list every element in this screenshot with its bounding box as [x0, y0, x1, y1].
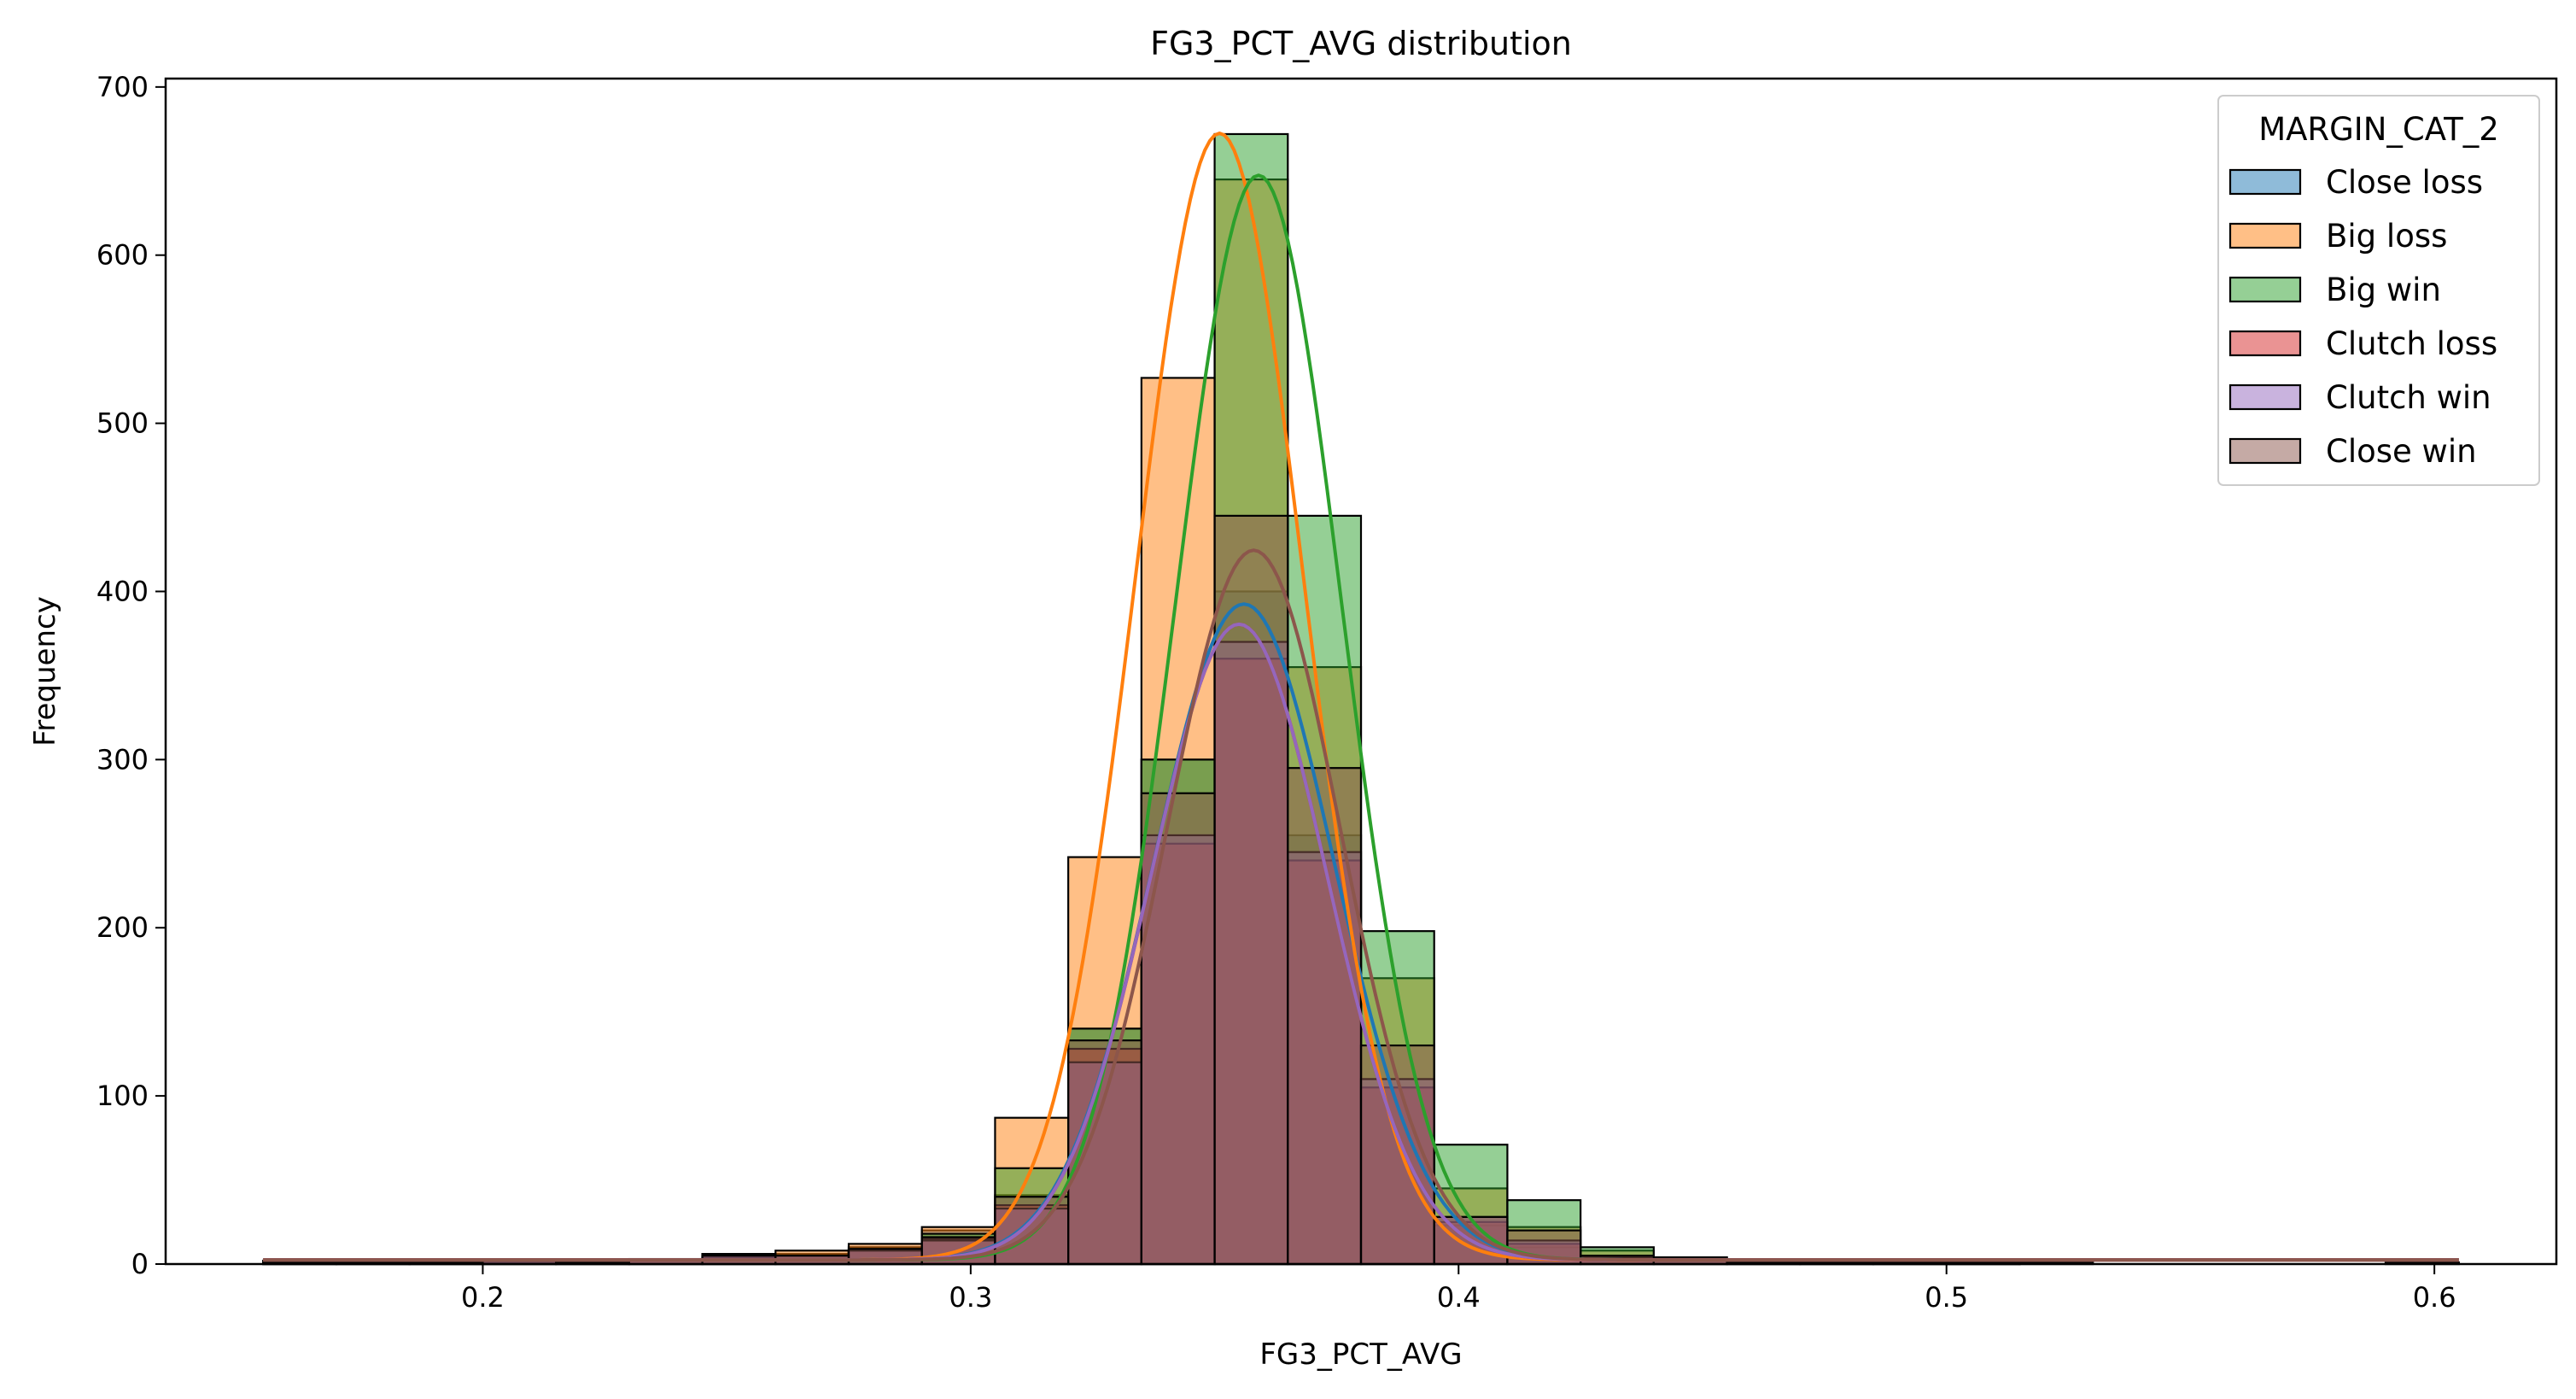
- y-tick-label: 100: [96, 1080, 149, 1112]
- kde-close-win: [263, 548, 2459, 1262]
- kde-curves: [263, 132, 2459, 1262]
- x-axis-ticks: 0.2 0.3 0.4 0.5 0.6: [461, 1264, 2456, 1314]
- x-axis-label: FG3_PCT_AVG: [1259, 1338, 1462, 1372]
- bar-close-win-13: [1213, 514, 1289, 1266]
- x-tick-label: 0.2: [461, 1281, 505, 1314]
- bar-close-win-14: [1287, 767, 1363, 1266]
- legend-item-big-loss: Big loss: [2228, 218, 2447, 255]
- y-tick-label: 200: [96, 911, 149, 944]
- y-tick-label: 600: [96, 239, 149, 272]
- legend-label: Close win: [2326, 433, 2477, 470]
- x-tick-label: 0.3: [949, 1281, 992, 1314]
- plot-frame: [164, 77, 2558, 1266]
- y-tick-label: 400: [96, 575, 149, 607]
- legend-label: Big win: [2326, 272, 2441, 308]
- legend-item-close-loss: Close loss: [2228, 164, 2483, 201]
- y-axis-label: Frequency: [28, 596, 62, 746]
- histogram-bars: [262, 132, 2460, 1266]
- x-tick-label: 0.6: [2413, 1281, 2456, 1314]
- legend-label: Clutch loss: [2326, 325, 2497, 362]
- legend-item-clutch-win: Clutch win: [2228, 379, 2491, 416]
- legend-items: Close loss Big loss Big win Clutch loss Clut…: [2228, 164, 2497, 470]
- legend-swatch: [2228, 437, 2302, 465]
- y-tick-label: 700: [96, 71, 149, 103]
- legend-swatch: [2228, 276, 2302, 303]
- legend-label: Big loss: [2326, 218, 2447, 255]
- y-tick-label: 300: [96, 743, 149, 776]
- bar-close-win-12: [1140, 792, 1216, 1266]
- legend-item-close-win: Close win: [2228, 433, 2477, 470]
- legend-item-clutch-loss: Clutch loss: [2228, 325, 2497, 362]
- x-tick-label: 0.4: [1437, 1281, 1481, 1314]
- y-axis-ticks: 0 100 200 300 400 500 600 700: [96, 71, 166, 1280]
- legend-swatch: [2228, 330, 2302, 357]
- x-tick-label: 0.5: [1925, 1281, 1968, 1314]
- legend-title: MARGIN_CAT_2: [2258, 111, 2499, 148]
- legend-swatch: [2228, 383, 2302, 411]
- legend-swatch: [2228, 222, 2302, 249]
- legend-item-big-win: Big win: [2228, 272, 2441, 308]
- bar-close-win-8: [847, 1248, 923, 1266]
- legend-label: Close loss: [2326, 164, 2483, 201]
- legend-label: Clutch win: [2326, 379, 2491, 416]
- y-tick-label: 500: [96, 407, 149, 440]
- y-tick-label: 0: [131, 1248, 149, 1280]
- legend-swatch: [2228, 168, 2302, 196]
- chart-title: FG3_PCT_AVG distribution: [1150, 25, 1572, 62]
